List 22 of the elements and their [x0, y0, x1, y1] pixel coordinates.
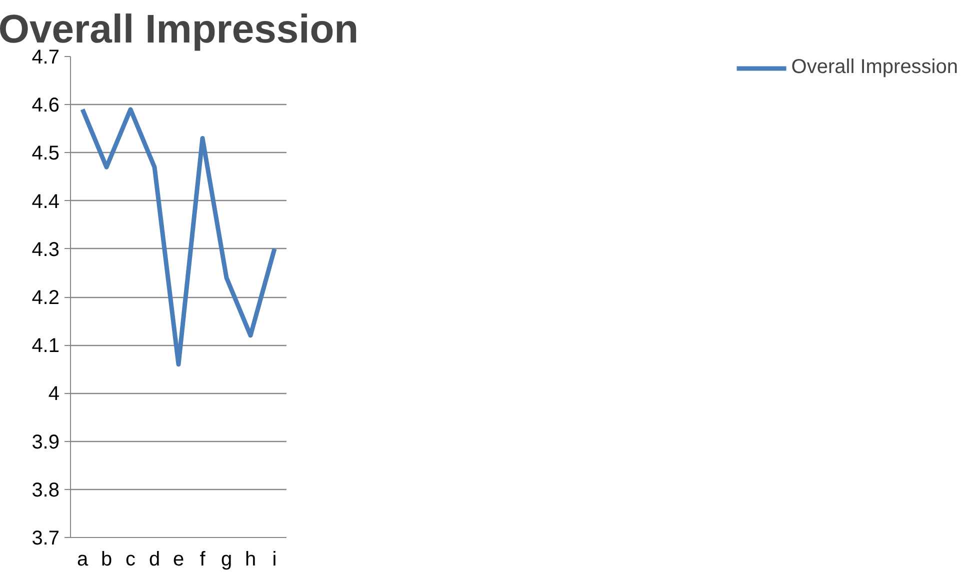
y-tick-label: 4.7: [32, 46, 60, 68]
y-tick-label: 4.1: [32, 335, 60, 358]
y-tick-label: 4.6: [32, 94, 60, 117]
x-tick-label: d: [148, 548, 160, 570]
y-tick-label: 3.8: [32, 479, 60, 502]
x-tick-label: g: [220, 548, 232, 570]
x-tick-label: f: [200, 548, 206, 570]
y-tick-label: 3.9: [32, 431, 60, 454]
x-tick-label: a: [76, 548, 89, 570]
x-tick-label: c: [126, 548, 136, 570]
x-tick-label: i: [272, 548, 277, 570]
line-series: [80, 107, 277, 367]
x-tick-label: h: [244, 548, 256, 570]
y-tick-label: 3.7: [32, 528, 60, 550]
x-tick-label: e: [172, 548, 184, 570]
x-tick-label: b: [100, 548, 112, 570]
y-tick-label: 4.2: [32, 287, 60, 309]
y-tick-label: 4.4: [32, 190, 60, 213]
y-tick-label: 4: [48, 383, 60, 406]
legend-label: Overall Impression: [791, 56, 958, 79]
y-tick-label: 4.3: [32, 238, 60, 261]
y-tick-label: 4.5: [32, 142, 60, 165]
